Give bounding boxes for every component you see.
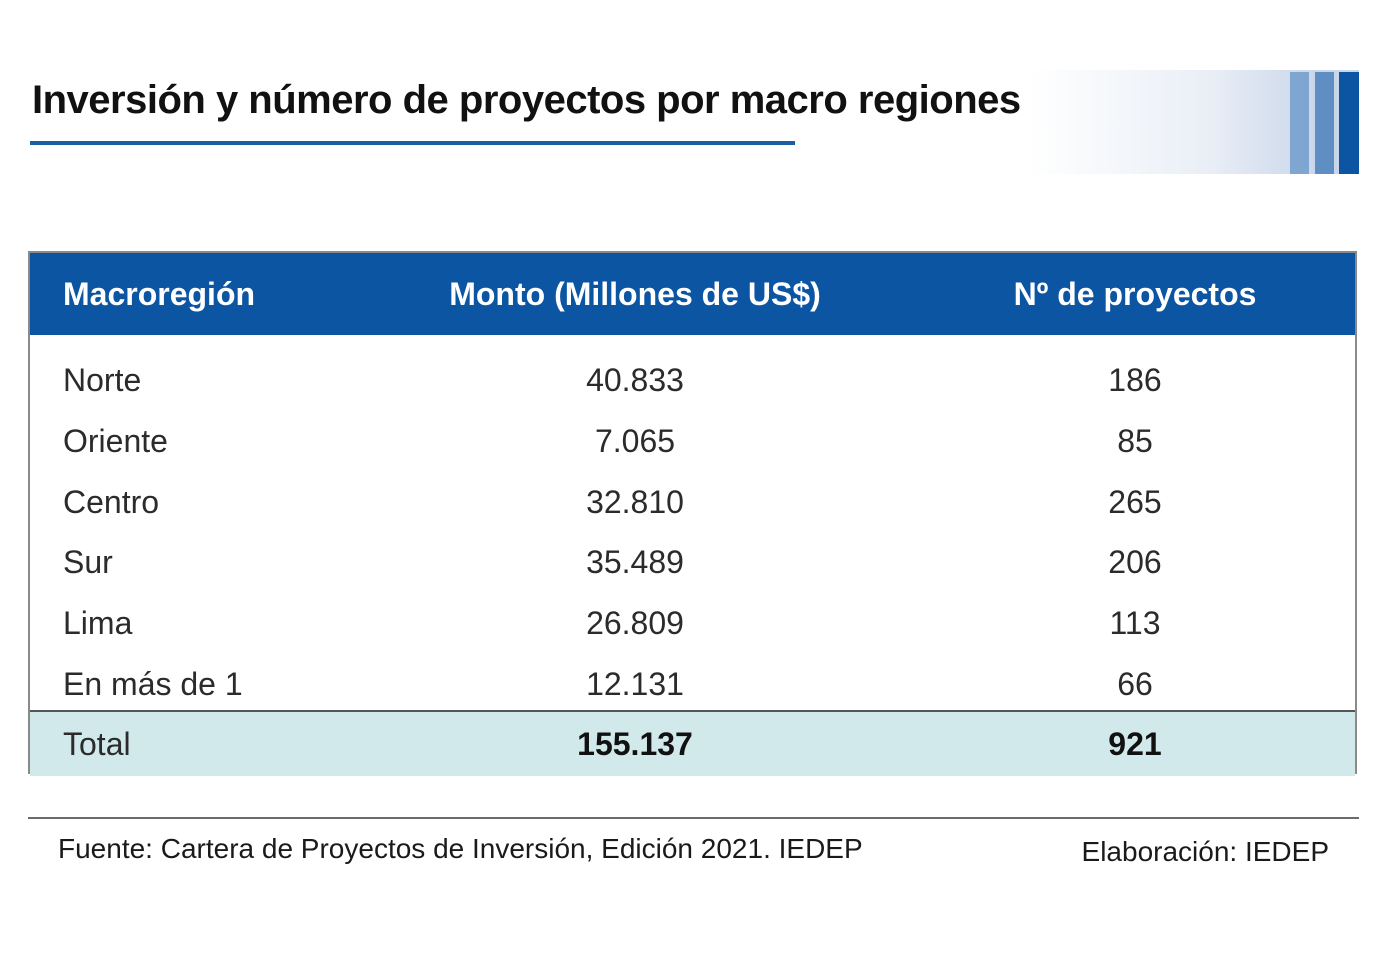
cell-monto: 7.065 [594, 423, 676, 459]
cell-proyectos: 265 [1108, 484, 1162, 520]
banner-stripe [1290, 72, 1309, 174]
cell-monto: 40.833 [586, 362, 684, 398]
credit-note: Elaboración: IEDEP [1081, 836, 1329, 867]
cell-region: Norte [63, 362, 142, 398]
table-row: Centro 32.810 265 [30, 472, 1355, 533]
header-num-proyectos: Nº de proyectos [1013, 276, 1257, 312]
cell-proyectos: 85 [1117, 423, 1153, 459]
cell-proyectos: 206 [1108, 544, 1162, 580]
cell-region: Lima [63, 605, 133, 641]
total-monto: 155.137 [577, 726, 693, 762]
table-row: En más de 1 12.131 66 [30, 654, 1355, 715]
table-row: Sur 35.489 206 [30, 532, 1355, 593]
cell-monto: 26.809 [586, 605, 684, 641]
header-monto: Monto (Millones de US$) [449, 276, 821, 312]
cell-region: En más de 1 [63, 666, 243, 702]
cell-monto: 35.489 [586, 544, 684, 580]
table-row: Oriente 7.065 85 [30, 411, 1355, 472]
cell-monto: 12.131 [586, 666, 684, 702]
decorative-banner [1030, 70, 1359, 174]
cell-proyectos: 66 [1117, 666, 1153, 702]
cell-proyectos: 113 [1109, 605, 1161, 641]
total-label: Total [63, 726, 131, 762]
investment-table: Macroregión Monto (Millones de US$) Nº d… [28, 251, 1357, 776]
table-header: Macroregión Monto (Millones de US$) Nº d… [30, 253, 1355, 335]
title-underline [30, 141, 795, 145]
table-row: Norte 40.833 186 [30, 350, 1355, 411]
source-note: Fuente: Cartera de Proyectos de Inversió… [58, 833, 863, 864]
table-row: Lima 26.809 113 [30, 593, 1355, 654]
header-macroregion: Macroregión [63, 276, 256, 312]
cell-monto: 32.810 [586, 484, 684, 520]
cell-proyectos: 186 [1108, 362, 1162, 398]
footer-divider [28, 817, 1359, 819]
total-proyectos: 921 [1108, 726, 1162, 762]
cell-region: Sur [63, 544, 113, 580]
total-row: Total 155.137 921 [30, 710, 1355, 776]
cell-region: Oriente [63, 423, 168, 459]
page-title: Inversión y número de proyectos por macr… [32, 78, 1021, 122]
banner-stripe [1339, 72, 1359, 174]
banner-stripe [1315, 72, 1334, 174]
cell-region: Centro [63, 484, 160, 520]
